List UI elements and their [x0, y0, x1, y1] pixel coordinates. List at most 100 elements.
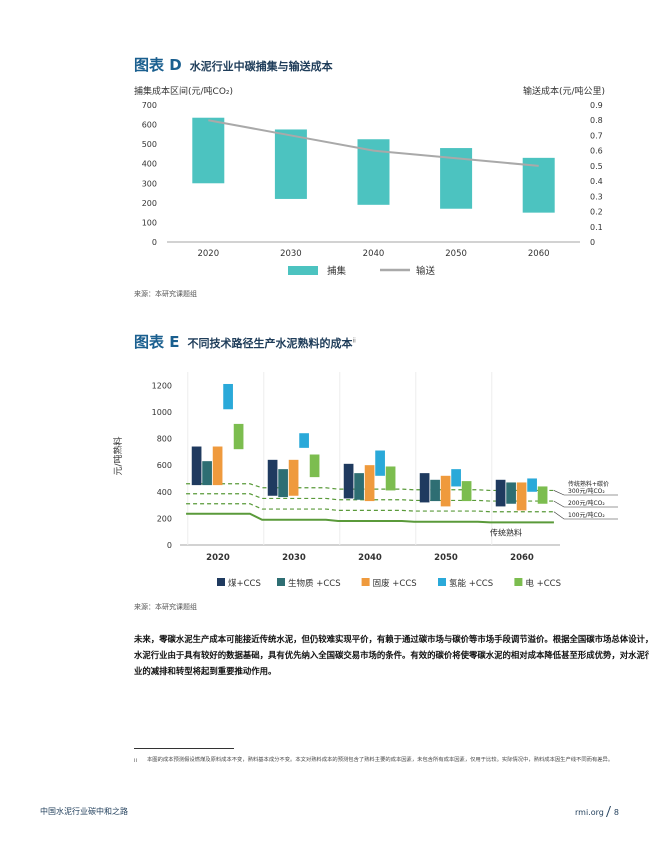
figure-e-y-ticks: 0 200 400 600 800 1000 1200 — [152, 381, 172, 550]
figure-e-bars — [191, 383, 548, 511]
figure-e-bar — [354, 473, 364, 500]
figure-d-left-axis-label: 捕集成本区间(元/吨CO₂) — [134, 85, 233, 97]
figure-d-left-tick-label: 100 — [142, 218, 157, 227]
figure-d-capture-bar — [192, 117, 225, 184]
figure-e-bar — [364, 465, 375, 502]
figure-e-bar — [495, 479, 506, 507]
figure-d-left-tick-label: 600 — [142, 121, 157, 130]
figure-e-bar — [267, 459, 278, 496]
figure-d-right-axis-label: 输送成本(元/吨公里) — [523, 85, 605, 97]
footer-doc-title: 中国水泥行业碳中和之路 — [40, 807, 128, 816]
figure-e-reference-lines — [186, 372, 554, 545]
footer-page-number: 8 — [613, 808, 620, 817]
figure-d-right-ticks: 0 0.1 0.2 0.3 0.4 0.5 0.6 0.7 0.8 0.9 — [590, 101, 603, 247]
figure-e-y-tick-label: 800 — [157, 435, 172, 444]
annotation-carbon-300: 300元/吨CO₂ — [568, 487, 605, 495]
figure-e-x-ticks: 2020 2030 2040 2050 2060 — [206, 553, 534, 563]
figure-d-left-tick-label: 400 — [142, 160, 157, 169]
figure-e-bar — [527, 478, 537, 492]
figure-d-left-tick-label: 500 — [142, 140, 157, 149]
figure-e-source: 来源：本研究课题组 — [134, 603, 197, 611]
figure-e-y-tick-label: 1200 — [152, 381, 172, 390]
figure-d-right-tick-label: 0.9 — [590, 101, 603, 110]
annotation-baseline: 传统熟料 — [490, 527, 522, 537]
figure-d-capture-bar — [522, 157, 555, 213]
figure-e-bar — [385, 466, 396, 491]
figure-e-bar — [451, 469, 461, 487]
figure-e-footnote-ref: ii — [352, 337, 356, 345]
body-paragraph: 未来，零碳水泥生产成本可能接近传统水泥，但仍较难实现平价，有赖于通过碳市场与碳价… — [134, 634, 649, 676]
figure-e-bar — [288, 459, 299, 496]
annotation-carbon-price-title: 传统熟料+碳价 — [568, 480, 609, 488]
figure-d-right-tick-label: 0.5 — [590, 162, 603, 171]
figure-d-title-text: 水泥行业中碳捕集与输送成本 — [189, 60, 333, 73]
figure-d-x-tick-label: 2030 — [280, 249, 302, 259]
figure-e-bar — [516, 482, 527, 511]
figure-d-bars — [192, 117, 555, 213]
figure-e-legend-swatch — [217, 578, 225, 586]
figure-e-legend-swatch — [438, 578, 446, 586]
footnote-divider — [134, 748, 234, 749]
figure-e-bar — [223, 383, 233, 410]
figure-e-y-tick-label: 200 — [157, 514, 172, 523]
figure-d-right-tick-label: 0.3 — [590, 192, 603, 201]
figure-e-legend-label: 固废 +CCS — [373, 578, 417, 589]
figure-d-left-tick-label: 700 — [142, 101, 157, 110]
figure-e-bar — [461, 481, 472, 502]
figure-e-bar — [309, 454, 320, 478]
legend-swatch-capture — [288, 266, 318, 275]
figure-e-x-tick-label: 2020 — [206, 553, 230, 563]
figure-e-bar — [506, 482, 516, 504]
figure-e-y-tick-label: 1000 — [152, 408, 172, 417]
figure-d-transport-line — [208, 119, 539, 167]
annotation-carbon-200: 200元/吨CO₂ — [568, 499, 605, 507]
figure-e-bar — [233, 423, 244, 450]
footnote-text: 本图的成本预测假设燃煤及原料成本不变，熟料基本成分不变。本文对熟料成本的预测包含… — [147, 757, 614, 763]
annotation-carbon-300-leader — [553, 490, 618, 496]
figure-e-bar — [430, 479, 440, 502]
figure-e-legend-swatch — [361, 578, 370, 586]
footer-url: rmi.org 8 — [575, 806, 619, 817]
footer-url-text: rmi.org — [575, 808, 604, 817]
figure-e-title: 图表 E 不同技术路径生产水泥熟料的成本ii — [134, 331, 356, 352]
figure-d-right-tick-label: 0.2 — [590, 208, 603, 217]
figure-e-legend-label: 生物质 +CCS — [288, 578, 341, 589]
figure-e-legend-swatch — [514, 578, 523, 586]
figure-e-y-tick-label: 0 — [167, 541, 172, 550]
figure-e-reference-line — [186, 503, 554, 513]
annotation-carbon-100: 100元/吨CO₂ — [568, 511, 605, 519]
figure-d-right-tick-label: 0.7 — [590, 131, 603, 140]
footnote-mark: ii — [134, 758, 137, 764]
figure-d-x-tick-label: 2060 — [528, 249, 550, 259]
annotation-carbon-100-leader — [553, 511, 618, 520]
figure-e-tag: 图表 E — [134, 333, 180, 351]
figure-d-title: 图表 D 水泥行业中碳捕集与输送成本 — [134, 54, 333, 75]
figure-e-bar — [278, 469, 288, 498]
figure-e-legend-label: 电 +CCS — [525, 578, 561, 589]
figure-e-legend: 煤+CCS 生物质 +CCS 固废 +CCS 氢能 +CCS 电 +CCS — [217, 578, 561, 589]
figure-d-right-tick-label: 0 — [590, 238, 595, 247]
figure-e-bar — [343, 463, 354, 499]
figure-e-y-tick-label: 400 — [157, 488, 172, 497]
figure-e-legend-swatch — [277, 578, 285, 586]
legend-label-capture: 捕集 — [327, 265, 347, 277]
figure-e-title-text: 不同技术路径生产水泥熟料的成本 — [187, 337, 353, 350]
figure-e-bar — [375, 450, 385, 476]
figure-d-tag: 图表 D — [134, 56, 182, 74]
figure-d-source: 来源：本研究课题组 — [134, 290, 197, 298]
figure-e-bar — [191, 446, 202, 486]
figure-e-legend-label: 氢能 +CCS — [449, 578, 493, 589]
figure-e-x-tick-label: 2040 — [358, 553, 382, 563]
figure-e-x-tick-label: 2030 — [282, 553, 306, 563]
figure-d-left-tick-label: 300 — [142, 179, 157, 188]
figure-d-x-tick-label: 2050 — [445, 249, 467, 259]
figure-e-x-tick-label: 2050 — [434, 553, 458, 563]
figure-e-bar — [537, 486, 548, 504]
figure-d-chart: 捕集成本区间(元/吨CO₂) 输送成本(元/吨公里) 0 100 200 300 400… — [134, 85, 605, 277]
figure-d-right-tick-label: 0.1 — [590, 223, 603, 232]
figure-d-x-tick-label: 2020 — [197, 249, 219, 259]
figure-e-x-tick-label: 2060 — [510, 553, 534, 563]
figure-d-x-tick-label: 2040 — [363, 249, 385, 259]
figure-e-bar — [299, 433, 309, 448]
